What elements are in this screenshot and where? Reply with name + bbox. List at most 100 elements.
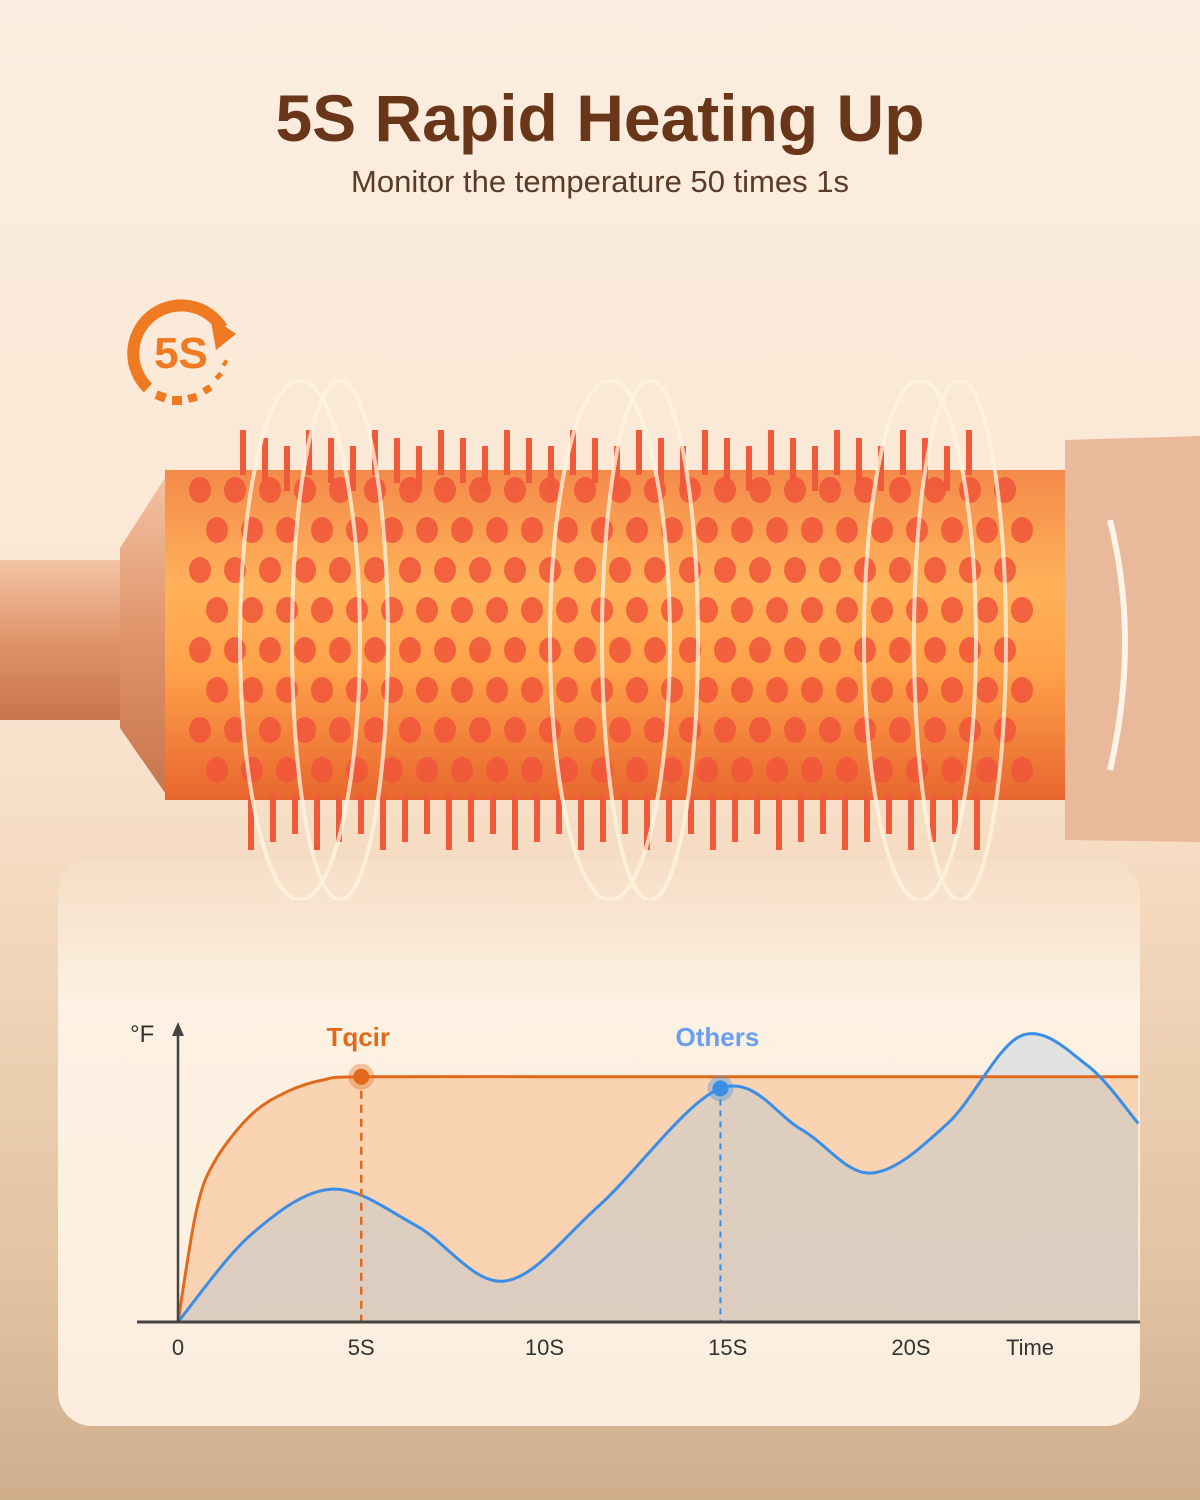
brush-vent-hole	[521, 677, 543, 703]
bristle	[710, 795, 716, 850]
bristle	[468, 795, 474, 842]
bristle	[424, 795, 430, 834]
brush-vent-hole	[364, 557, 386, 583]
y-axis-label: °F	[130, 1021, 154, 1048]
bristle	[600, 795, 606, 842]
bristle	[416, 446, 422, 491]
brush-vent-hole	[416, 677, 438, 703]
bristle	[292, 795, 298, 834]
brush-vent-hole	[871, 517, 893, 543]
brush-vent-hole	[259, 557, 281, 583]
x-axis-label: Time	[1006, 1335, 1054, 1360]
brush-vent-hole	[749, 557, 771, 583]
brush-vent-hole	[189, 637, 211, 663]
bristle	[636, 430, 642, 475]
brush-vent-hole	[889, 477, 911, 503]
bristle	[570, 430, 576, 475]
brush-vent-hole	[346, 517, 368, 543]
bristle	[490, 795, 496, 834]
brush-vent-hole	[574, 637, 596, 663]
brush-vent-hole	[294, 637, 316, 663]
brush-vent-hole	[889, 637, 911, 663]
brush-vent-hole	[399, 557, 421, 583]
brush-vent-hole	[486, 757, 508, 783]
brush-vent-hole	[924, 477, 946, 503]
brush-vent-hole	[941, 677, 963, 703]
bristle	[908, 795, 914, 850]
brush-vent-hole	[294, 717, 316, 743]
brush-vent-hole	[416, 517, 438, 543]
brush-vent-hole	[364, 717, 386, 743]
brush-vent-hole	[189, 477, 211, 503]
brush-vent-hole	[854, 477, 876, 503]
bristle	[578, 795, 584, 850]
brush-vent-hole	[486, 677, 508, 703]
bristle	[864, 795, 870, 842]
brush-vent-hole	[259, 717, 281, 743]
badge-text: 5S	[154, 329, 208, 378]
bristle	[724, 438, 730, 483]
bristle	[314, 795, 320, 850]
brush-vent-hole	[906, 677, 928, 703]
legend-others: Others	[676, 1022, 760, 1052]
bristle	[262, 438, 268, 483]
brush-vent-hole	[766, 677, 788, 703]
brush-vent-hole	[259, 637, 281, 663]
brush-vent-hole	[434, 717, 456, 743]
bristle	[504, 430, 510, 475]
brush-vent-hole	[749, 637, 771, 663]
bristle	[534, 795, 540, 842]
bristle	[944, 446, 950, 491]
knurled-ring	[0, 560, 125, 720]
bristle	[688, 795, 694, 834]
brush-handle	[1065, 436, 1200, 842]
brush-vent-hole	[381, 517, 403, 543]
brush-vent-hole	[626, 597, 648, 623]
bristle	[834, 430, 840, 475]
brush-vent-hole	[451, 757, 473, 783]
brush-vent-hole	[574, 557, 596, 583]
brush-vent-hole	[609, 637, 631, 663]
brush-vent-hole	[259, 477, 281, 503]
brush-vent-hole	[329, 717, 351, 743]
brush-vent-hole	[871, 677, 893, 703]
brush-vent-hole	[924, 717, 946, 743]
bristle	[548, 446, 554, 491]
brush-vent-hole	[889, 717, 911, 743]
brush-vent-hole	[731, 597, 753, 623]
brush-vent-hole	[871, 597, 893, 623]
bristle	[526, 438, 532, 483]
brush-vent-hole	[836, 677, 858, 703]
bristle	[930, 795, 936, 842]
brush-vent-hole	[206, 677, 228, 703]
brush-vent-hole	[521, 597, 543, 623]
bristle	[592, 438, 598, 483]
brush-vent-hole	[626, 677, 648, 703]
brush-vent-hole	[486, 597, 508, 623]
bristle	[680, 446, 686, 491]
brush-vent-hole	[574, 717, 596, 743]
bristle	[248, 795, 254, 850]
bristle	[306, 430, 312, 475]
brush-vent-hole	[696, 677, 718, 703]
brush-vent-hole	[871, 757, 893, 783]
brush-vent-hole	[276, 517, 298, 543]
brush-vent-hole	[696, 757, 718, 783]
brush-vent-hole	[556, 757, 578, 783]
brush-vent-hole	[329, 637, 351, 663]
bristle	[644, 795, 650, 850]
brush-vent-hole	[941, 517, 963, 543]
brush-vent-hole	[451, 677, 473, 703]
brush-vent-hole	[976, 517, 998, 543]
brush-vent-hole	[766, 597, 788, 623]
bristle	[702, 430, 708, 475]
brush-vent-hole	[661, 757, 683, 783]
bristle	[446, 795, 452, 850]
x-tick-label: 10S	[525, 1335, 564, 1360]
legend-tqcir: Tqcir	[326, 1022, 390, 1052]
brush-vent-hole	[801, 517, 823, 543]
brush-vent-hole	[941, 597, 963, 623]
brush-vent-hole	[854, 717, 876, 743]
others-line	[176, 1032, 1140, 1323]
brush-vent-hole	[644, 637, 666, 663]
